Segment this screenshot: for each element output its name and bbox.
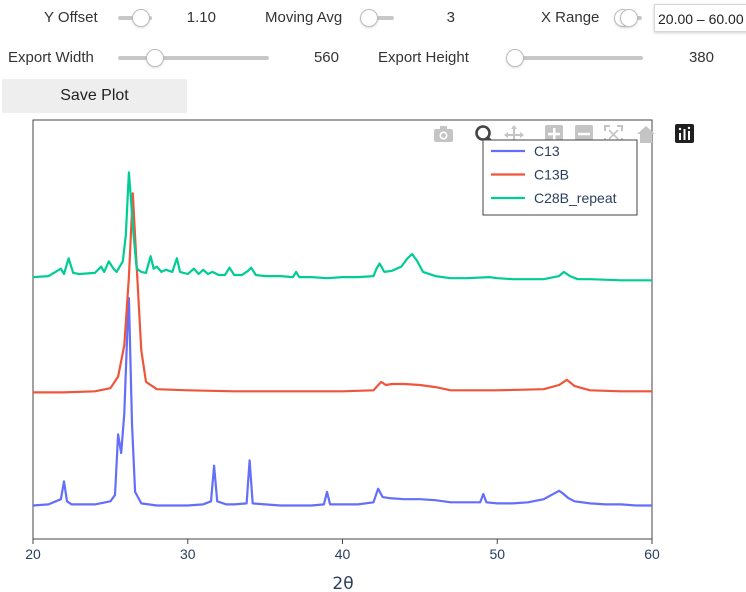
x-range-value-box: 20.00 – 60.00 bbox=[654, 4, 746, 32]
camera-icon[interactable] bbox=[434, 126, 453, 142]
zoom-out-icon[interactable] bbox=[575, 125, 593, 143]
y-offset-value: 1.10 bbox=[186, 9, 216, 26]
x-tick-label: 30 bbox=[180, 546, 196, 562]
export-width-label: Export Width bbox=[8, 49, 94, 66]
save-plot-button[interactable]: Save Plot bbox=[2, 79, 187, 113]
legend-label[interactable]: C13B bbox=[534, 167, 569, 183]
export-height-value: 380 bbox=[688, 49, 714, 66]
moving-avg-slider-handle[interactable] bbox=[360, 9, 378, 27]
legend: C13 C13B C28B_repeat bbox=[482, 139, 638, 216]
zoom-in-icon[interactable] bbox=[545, 125, 563, 143]
legend-box bbox=[482, 139, 638, 216]
x-range-slider-max-handle[interactable] bbox=[620, 9, 638, 27]
series-line-c13b[interactable] bbox=[33, 192, 652, 394]
moving-avg-label: Moving Avg bbox=[265, 9, 343, 26]
y-offset-slider-handle[interactable] bbox=[132, 9, 150, 27]
modebar bbox=[434, 125, 655, 145]
plotly-logo[interactable] bbox=[675, 124, 694, 143]
x-tick-label: 20 bbox=[25, 546, 41, 562]
moving-avg-value: 3 bbox=[446, 9, 455, 26]
series-line-c13[interactable] bbox=[32, 297, 652, 507]
series-line-c28b-repeat[interactable] bbox=[32, 171, 652, 282]
export-height-slider-track[interactable] bbox=[506, 56, 643, 60]
export-width-value: 560 bbox=[313, 49, 339, 66]
x-range-label: X Range bbox=[541, 9, 600, 26]
x-tick-label: 40 bbox=[335, 546, 351, 562]
export-width-slider-handle[interactable] bbox=[146, 49, 164, 67]
export-width-slider-track[interactable] bbox=[118, 56, 269, 60]
export-height-label: Export Height bbox=[378, 49, 469, 66]
autoscale-icon[interactable] bbox=[604, 125, 623, 144]
x-axis-label: 2θ bbox=[332, 574, 353, 592]
reset-axes-icon[interactable] bbox=[637, 126, 655, 143]
y-offset-label: Y Offset bbox=[44, 9, 98, 26]
x-tick-label: 60 bbox=[644, 546, 660, 562]
x-tick-label: 50 bbox=[489, 546, 505, 562]
legend-label[interactable]: C13 bbox=[534, 143, 560, 159]
export-height-slider-handle[interactable] bbox=[506, 49, 524, 67]
legend-label[interactable]: C28B_repeat bbox=[534, 190, 617, 206]
